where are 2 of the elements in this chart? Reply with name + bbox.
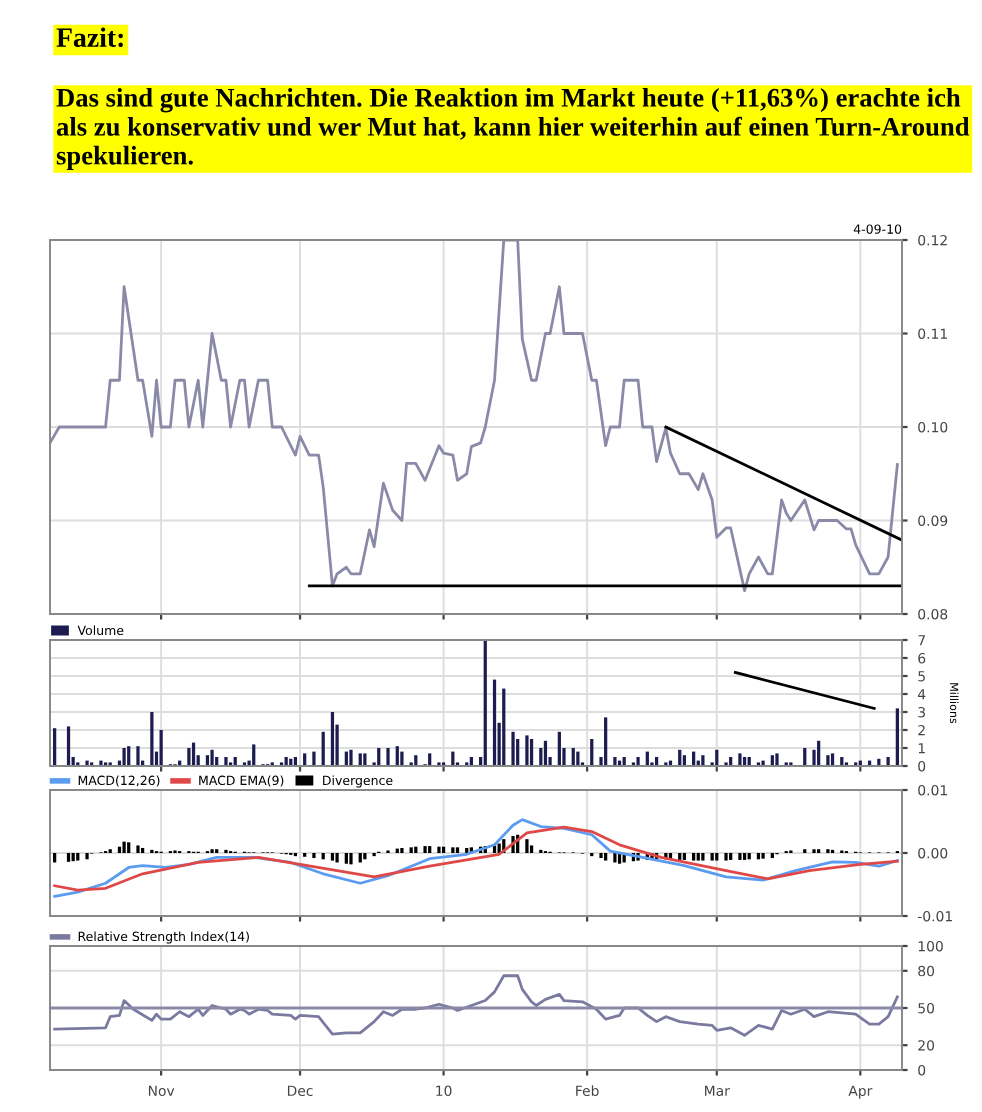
chart-title: Fazit: (56, 27, 123, 48)
chart-subtitle: Das sind gute Nachrichten. Die Reaktion im Markt heute (+11,63%) erachte ich als zu konservativ und wer Mut hat, kann hier weiterhin auf einen Turn-Around spekulieren. (56, 88, 970, 171)
